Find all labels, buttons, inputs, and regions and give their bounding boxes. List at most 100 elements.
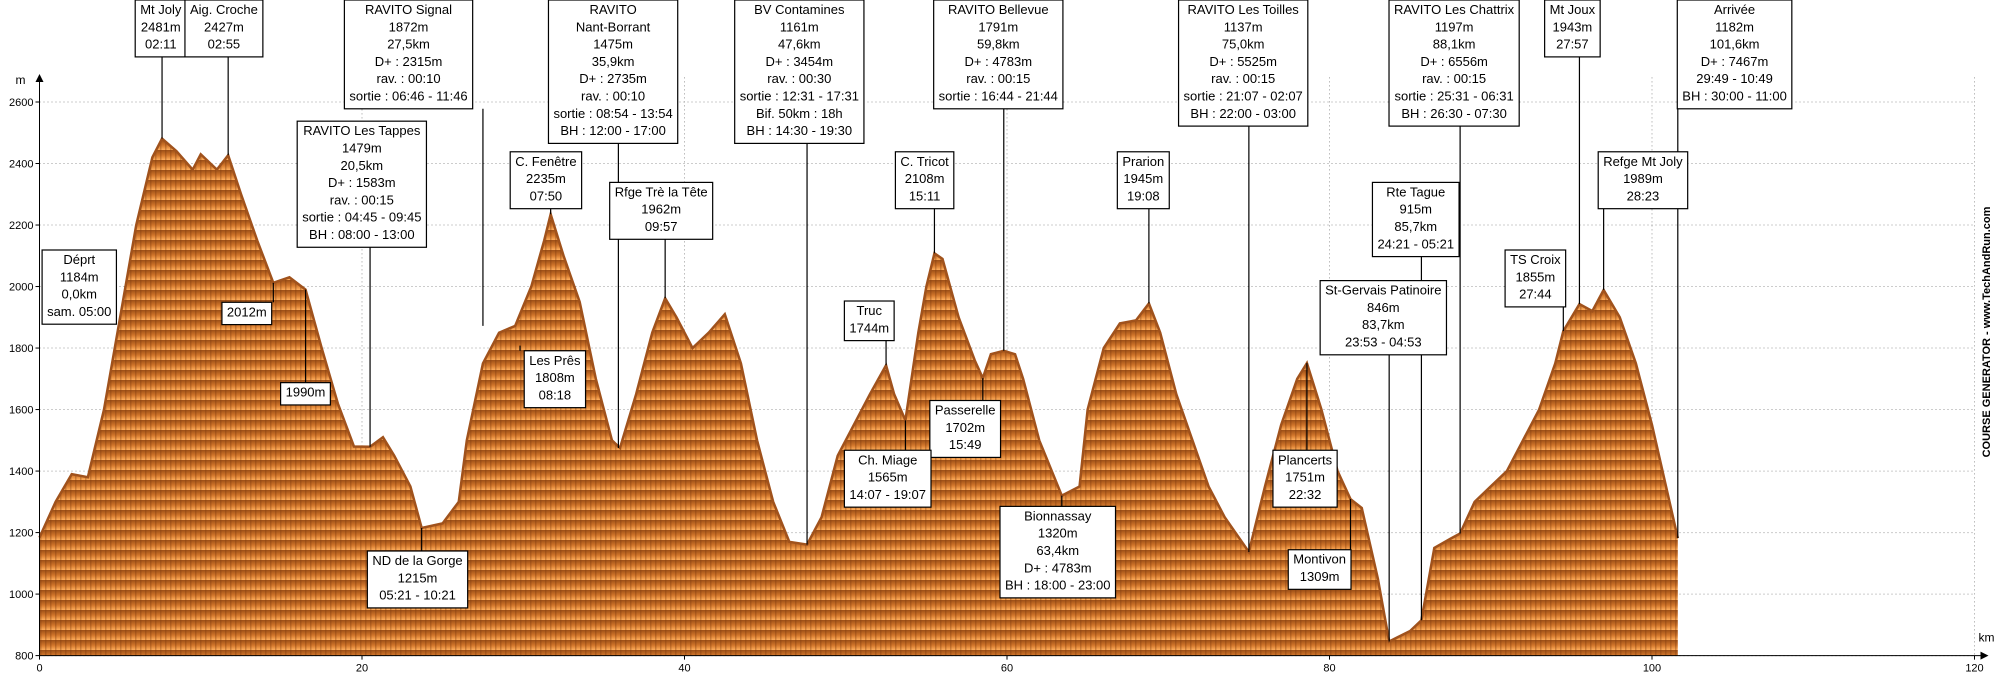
waypoint-text: 1309m <box>1300 569 1340 584</box>
y-axis-arrow <box>35 74 44 82</box>
waypoint-text: D+ : 7467m <box>1701 54 1769 69</box>
waypoint-text: 1808m <box>535 370 575 385</box>
waypoint-text: BH : 26:30 - 07:30 <box>1401 106 1507 121</box>
y-tick-label: 2600 <box>9 97 33 109</box>
waypoint-box <box>1597 151 1689 210</box>
waypoint-text: 1479m <box>342 140 382 155</box>
waypoint-text: 1197m <box>1435 19 1474 34</box>
waypoint-box <box>894 151 955 210</box>
profile-line <box>38 136 1680 644</box>
waypoint-box <box>1272 449 1338 508</box>
waypoint-text: 1161m <box>780 19 819 34</box>
waypoint-text: Aig. Croche <box>190 2 258 17</box>
waypoint-box <box>134 0 187 58</box>
x-axis-arrow <box>1980 651 1989 660</box>
waypoint-text: 27:57 <box>1556 37 1589 52</box>
waypoint-box <box>343 0 474 110</box>
waypoint-text: 83,7km <box>1362 317 1405 332</box>
waypoint: Refge Mt Joly 1989m 28:23 <box>1597 151 1689 290</box>
waypoint-box <box>523 350 587 409</box>
waypoint: St-Gervais Patinoire 846m 83,7km 23:53 - 04… <box>1319 280 1448 642</box>
waypoint: Aig. Croche 2427m 02:55 <box>184 0 264 156</box>
waypoint-box <box>1116 151 1170 210</box>
waypoint-text: 14:07 - 19:07 <box>849 487 926 502</box>
waypoint-text: 85,7km <box>1394 219 1437 234</box>
waypoint-text: 1475m <box>593 37 633 52</box>
waypoint-text: RAVITO Bellevue <box>948 2 1049 17</box>
waypoint-box <box>509 151 583 210</box>
waypoint-text: D+ : 2735m <box>579 71 647 86</box>
y-axis-label: m <box>16 73 26 87</box>
waypoint-text: 15:11 <box>909 188 941 203</box>
waypoint-text: 02:55 <box>208 37 241 52</box>
waypoint-text: 47,6km <box>778 37 821 52</box>
waypoint-text: 2108m <box>905 171 945 186</box>
waypoint-text: 24:21 - 05:21 <box>1377 236 1454 251</box>
waypoint-text: BH : 14:30 - 19:30 <box>747 123 853 138</box>
x-tick-label: 20 <box>356 663 368 675</box>
waypoint-text: Nant-Borrant <box>576 19 651 34</box>
waypoint-text: 27,5km <box>387 37 430 52</box>
x-tick-label: 100 <box>1643 663 1661 675</box>
x-tick-label: 0 <box>36 663 42 675</box>
waypoint-text: Montivon <box>1293 552 1346 567</box>
waypoint-text: Plancerts <box>1278 452 1333 467</box>
waypoint-text: 1990m <box>286 385 326 400</box>
y-tick-label: 1800 <box>9 343 33 355</box>
waypoint: RAVITO Nant-Borrant 1475m 35,9km D+ : 2735m r… <box>547 0 679 448</box>
waypoint-text: 63,4km <box>1036 543 1079 558</box>
waypoint-text: Truc <box>856 303 882 318</box>
waypoint-text: BH : 18:00 - 23:00 <box>1005 578 1111 593</box>
waypoint-text: Refge Mt Joly <box>1603 154 1683 169</box>
waypoint-text: 2481m <box>141 19 181 34</box>
waypoint-text: RAVITO <box>589 2 636 17</box>
waypoint-text: rav. : 00:15 <box>1211 71 1275 86</box>
waypoint-text: sortie : 04:45 - 09:45 <box>302 210 421 225</box>
waypoint-text: 19:08 <box>1127 188 1160 203</box>
x-tick-label: 80 <box>1323 663 1335 675</box>
waypoint-text: C. Fenêtre <box>515 154 576 169</box>
waypoint-text: RAVITO Les Chattrix <box>1394 2 1515 17</box>
waypoint-box <box>843 300 895 342</box>
waypoint: Montivon 1309m <box>1287 499 1352 590</box>
waypoint-box <box>1177 0 1309 127</box>
waypoint-text: 1943m <box>1553 19 1593 34</box>
waypoint-text: 22:32 <box>1289 487 1322 502</box>
waypoint-text: 101,6km <box>1710 37 1760 52</box>
waypoint: Passerelle 1702m 15:49 <box>929 378 1002 459</box>
waypoint-text: Rte Tague <box>1386 184 1445 199</box>
waypoint-text: sortie : 16:44 - 21:44 <box>939 89 1058 104</box>
waypoint-text: C. Tricot <box>900 154 949 169</box>
waypoint: RAVITO Les Chattrix 1197m 88,1km D+ : 6556m… <box>1388 0 1520 534</box>
x-tick-label: 120 <box>1965 663 1983 675</box>
waypoint-box <box>1504 249 1567 308</box>
waypoint-text: 846m <box>1367 300 1400 315</box>
waypoint: C. Fenêtre 2235m 07:50 <box>509 151 583 215</box>
waypoint-text: 1182m <box>1715 19 1754 34</box>
y-tick-label: 1600 <box>9 405 33 417</box>
waypoint-text: BH : 22:00 - 03:00 <box>1190 106 1296 121</box>
waypoint-text: D+ : 5525m <box>1209 54 1277 69</box>
waypoint-text: 2235m <box>526 171 566 186</box>
waypoint-text: Bionnassay <box>1024 508 1092 523</box>
waypoint-text: D+ : 1583m <box>328 175 396 190</box>
waypoint-text: TS Croix <box>1510 252 1561 267</box>
waypoint-text: Déprt <box>63 252 95 267</box>
waypoint-text: BH : 30:00 - 11:00 <box>1682 89 1787 104</box>
waypoint-box <box>366 550 469 609</box>
waypoint-text: 28:23 <box>1627 188 1660 203</box>
waypoint-text: rav. : 00:15 <box>966 71 1030 86</box>
y-tick-label: 2000 <box>9 282 33 294</box>
waypoint-text: Les Prês <box>529 353 581 368</box>
waypoint: RAVITO Bellevue 1791m 59,8km D+ : 4783m rav.… <box>933 0 1064 351</box>
waypoint: Déprt 1184m 0,0km sam. 05:00 <box>41 249 118 325</box>
waypoint: Truc 1744m <box>843 300 895 366</box>
y-tick-label: 1200 <box>9 528 33 540</box>
waypoint-text: 05:21 - 10:21 <box>379 588 456 603</box>
waypoint-text: 1702m <box>945 420 985 435</box>
x-tick-label: 40 <box>678 663 690 675</box>
waypoint-box <box>1371 181 1460 258</box>
waypoint: Rte Tague 915m 85,7km 24:21 - 05:21 <box>1371 181 1460 621</box>
waypoint-box <box>1287 549 1352 590</box>
waypoint-text: RAVITO Les Toilles <box>1188 2 1300 17</box>
